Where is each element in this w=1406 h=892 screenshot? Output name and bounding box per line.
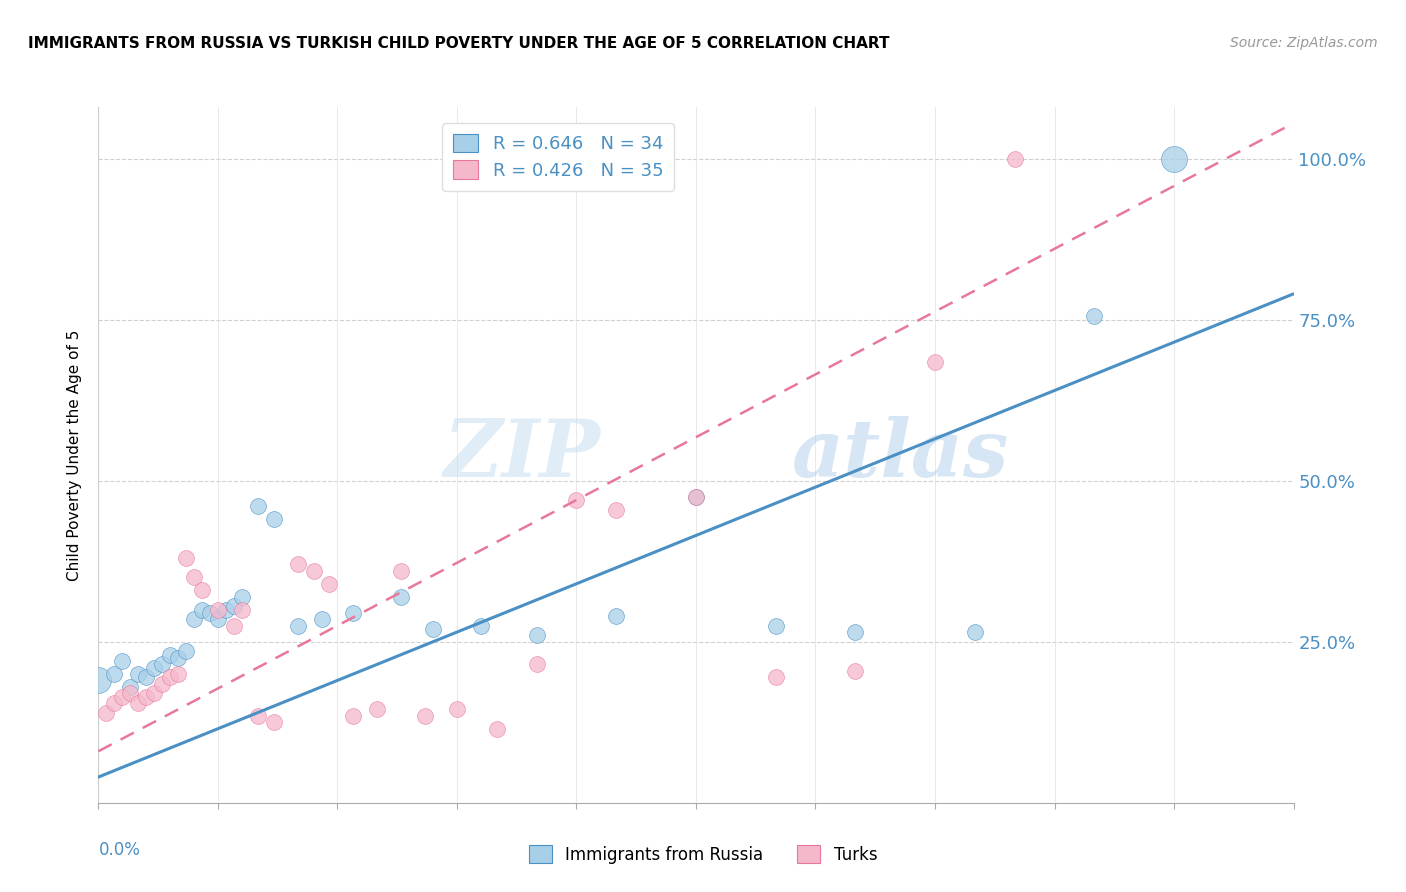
Point (526, 657, 548, 672)
Point (342, 606, 364, 620)
Point (485, 722, 508, 736)
Point (605, 609, 627, 624)
Point (605, 502, 627, 516)
Point (844, 625, 866, 640)
Point (231, 602, 253, 616)
Point (215, 602, 238, 616)
Point (287, 558, 309, 572)
Point (1163, 152, 1185, 166)
Point (685, 490, 707, 504)
Point (246, 500, 269, 514)
Point (103, 696, 125, 710)
Text: IMMIGRANTS FROM RUSSIA VS TURKISH CHILD POVERTY UNDER THE AGE OF 5 CORRELATION C: IMMIGRANTS FROM RUSSIA VS TURKISH CHILD … (28, 36, 890, 51)
Point (302, 564, 325, 578)
Text: 0.0%: 0.0% (98, 841, 141, 859)
Point (120, 686, 142, 700)
Text: ZIP: ZIP (443, 417, 600, 493)
Point (844, 664, 866, 678)
Point (159, 648, 181, 662)
Point (765, 670, 787, 684)
Point (183, 570, 205, 584)
Point (263, 715, 285, 730)
Point (167, 667, 190, 681)
Point (167, 651, 190, 665)
Point (389, 590, 412, 604)
Point (222, 599, 245, 614)
Point (111, 690, 134, 704)
Point (470, 618, 492, 632)
Point (222, 618, 245, 632)
Point (342, 708, 364, 723)
Point (103, 667, 125, 681)
Point (413, 708, 436, 723)
Point (127, 696, 149, 710)
Point (111, 654, 134, 668)
Point (422, 622, 444, 636)
Point (231, 590, 253, 604)
Point (191, 583, 214, 598)
Point (1004, 152, 1026, 166)
Point (446, 702, 468, 716)
Point (1083, 310, 1105, 324)
Point (143, 660, 166, 674)
Point (135, 670, 157, 684)
Point (565, 493, 588, 508)
Legend: Immigrants from Russia, Turks: Immigrants from Russia, Turks (522, 838, 884, 871)
Point (207, 612, 229, 626)
Point (389, 564, 412, 578)
Point (174, 551, 197, 566)
Point (765, 618, 787, 632)
Point (198, 606, 221, 620)
Point (150, 657, 173, 672)
Point (87, 673, 110, 688)
Point (150, 676, 173, 690)
Point (135, 690, 157, 704)
Y-axis label: Child Poverty Under the Age of 5: Child Poverty Under the Age of 5 (67, 329, 83, 581)
Point (318, 576, 340, 591)
Point (191, 602, 214, 616)
Point (963, 625, 986, 640)
Point (183, 612, 205, 626)
Point (127, 667, 149, 681)
Text: Source: ZipAtlas.com: Source: ZipAtlas.com (1230, 36, 1378, 50)
Point (263, 512, 285, 526)
Point (207, 602, 229, 616)
Point (526, 628, 548, 642)
Point (174, 644, 197, 658)
Point (159, 670, 181, 684)
Point (311, 612, 333, 626)
Point (287, 618, 309, 632)
Text: atlas: atlas (792, 417, 1010, 493)
Point (246, 708, 269, 723)
Point (96, 706, 118, 720)
Point (143, 686, 166, 700)
Legend: R = 0.646   N = 34, R = 0.426   N = 35: R = 0.646 N = 34, R = 0.426 N = 35 (441, 123, 673, 191)
Point (924, 354, 946, 368)
Point (685, 490, 707, 504)
Point (120, 680, 142, 694)
Point (366, 702, 388, 716)
